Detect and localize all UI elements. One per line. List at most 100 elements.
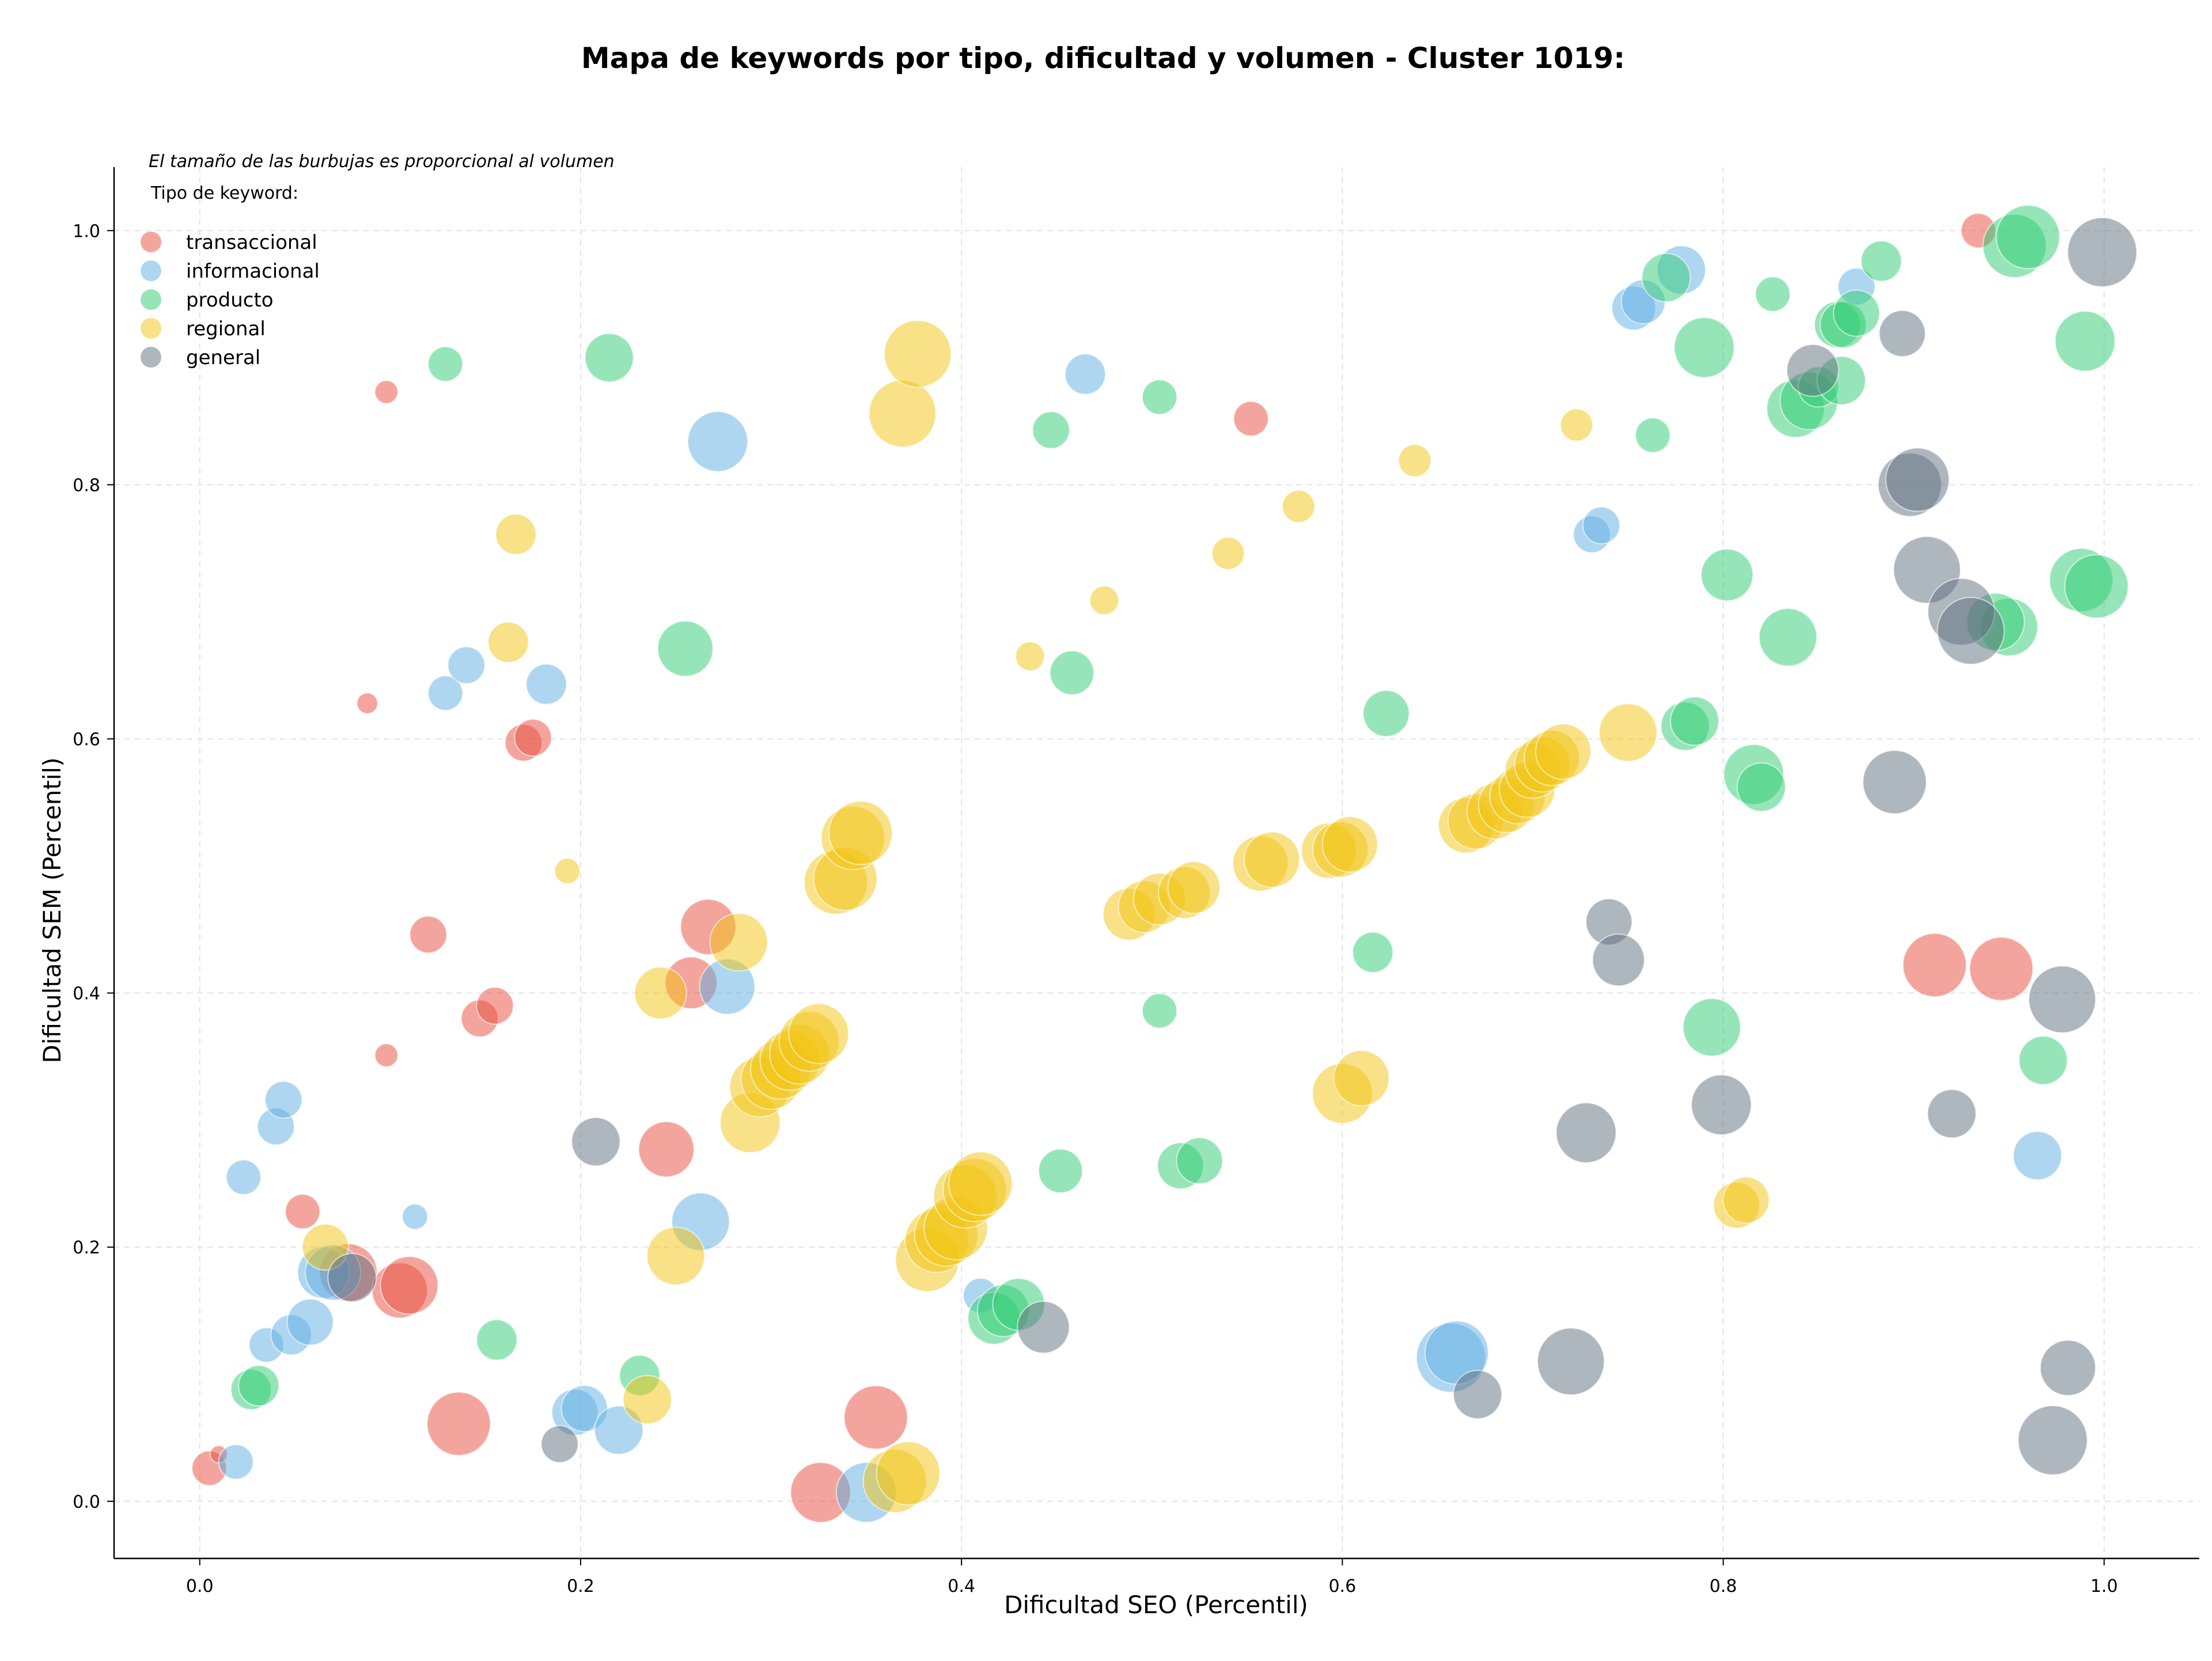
bubble-regional — [948, 1151, 1013, 1216]
bubble-transaccional — [1969, 936, 2034, 1001]
bubble-producto — [1141, 379, 1177, 415]
bubble-informacional — [2012, 1130, 2062, 1181]
bubble-transaccional — [380, 1255, 439, 1315]
bubble-transaccional — [374, 380, 399, 404]
bubble-regional — [634, 966, 687, 1020]
bubble-regional — [828, 800, 893, 865]
bubble-producto — [1032, 411, 1070, 449]
bubble-producto — [1362, 690, 1410, 737]
bubble-producto — [1352, 931, 1394, 973]
bubble-general — [1691, 1074, 1752, 1136]
legend: El tamaño de las burbujas es proporciona… — [141, 152, 615, 369]
bubble-regional — [1321, 816, 1378, 873]
bubble-producto — [1141, 993, 1177, 1029]
bubble-regional — [868, 379, 937, 448]
axes — [107, 167, 2199, 1565]
bubble-producto — [1860, 240, 1902, 282]
bubble-informacional — [427, 675, 464, 712]
y-tick-label: 1.0 — [73, 221, 100, 241]
y-tick-label: 0.8 — [73, 475, 100, 495]
bubble-general — [1017, 1300, 1070, 1354]
bubble-transaccional — [1902, 933, 1967, 998]
bubble-regional — [1244, 831, 1301, 888]
bubble-regional — [1333, 1050, 1390, 1107]
bubble-general — [1927, 1089, 1977, 1139]
data-points — [191, 205, 2138, 1523]
x-tick-label: 1.0 — [2090, 1576, 2118, 1596]
legend-size-note: El tamaño de las burbujas es proporciona… — [149, 152, 615, 172]
bubble-producto — [1736, 762, 1786, 812]
bubble-producto — [476, 1319, 518, 1361]
bubble-informacional — [402, 1203, 429, 1230]
bubble-producto — [1832, 289, 1880, 337]
bubble-transaccional — [409, 915, 448, 954]
bubble-producto — [1641, 252, 1691, 302]
bubble-general — [327, 1253, 377, 1303]
bubble-regional — [1722, 1176, 1770, 1224]
bubble-producto — [1700, 548, 1754, 601]
bubble-transaccional — [476, 986, 514, 1025]
bubble-general — [540, 1425, 579, 1463]
bubble-regional — [884, 320, 952, 388]
bubble-producto — [427, 346, 464, 382]
x-tick-label: 0.4 — [948, 1576, 975, 1596]
series-regional — [301, 320, 1770, 1514]
bubble-regional — [622, 1375, 672, 1425]
y-axis-label: Dificultad SEM (Percentil) — [38, 758, 66, 1064]
bubble-informacional — [286, 1298, 334, 1346]
bubble-regional — [1559, 408, 1593, 442]
bubble-regional — [1015, 641, 1046, 672]
bubble-producto — [238, 1365, 280, 1407]
series-producto — [230, 205, 2129, 1410]
bubble-producto — [1038, 1148, 1084, 1194]
bubble-informacional — [687, 411, 748, 472]
legend-label-regional: regional — [186, 317, 266, 340]
bubble-general — [1937, 597, 2005, 665]
grid-lines — [114, 167, 2199, 1558]
x-axis-label: Dificultad SEO (Percentil) — [1004, 1591, 1308, 1619]
y-tick-label: 0.4 — [73, 984, 100, 1004]
legend-label-general: general — [186, 346, 260, 369]
bubble-general — [1885, 447, 1950, 512]
bubble-producto — [2064, 554, 2129, 619]
bubble-producto — [1995, 205, 2061, 270]
bubble-general — [2039, 1340, 2096, 1397]
bubble-producto — [1673, 317, 1735, 379]
bubble-regional — [1535, 723, 1592, 780]
legend-marker-transaccional — [141, 232, 161, 252]
bubble-producto — [1755, 276, 1791, 312]
y-tick-label: 0.2 — [73, 1238, 100, 1258]
bubble-regional — [1211, 536, 1245, 570]
legend-marker-general — [141, 347, 161, 368]
bubble-general — [571, 1117, 621, 1167]
bubble-general — [1537, 1327, 1605, 1396]
bubble-producto — [1049, 650, 1094, 695]
bubble-producto — [2054, 311, 2116, 372]
legend-entries: transaccional informacional producto region… — [141, 231, 320, 369]
bubble-transaccional — [356, 692, 378, 714]
bubble-producto — [1176, 1137, 1224, 1185]
series-transaccional — [191, 213, 2034, 1523]
legend-title: Tipo de keyword: — [150, 183, 298, 203]
bubble-producto — [2018, 1035, 2068, 1085]
x-tick-label: 0.2 — [567, 1576, 594, 1596]
bubble-regional — [495, 513, 537, 555]
bubble-transaccional — [638, 1121, 695, 1178]
bubble-informacional — [225, 1159, 262, 1195]
chart-title: Mapa de keywords por tipo, dificultad y … — [581, 41, 1625, 75]
bubble-regional — [1167, 861, 1221, 914]
bubble-regional — [876, 1441, 941, 1506]
bubble-transaccional — [426, 1391, 491, 1456]
bubble-producto — [1758, 608, 1817, 667]
bubble-general — [2028, 965, 2096, 1034]
bubble-regional — [709, 913, 768, 972]
bubble-regional — [1282, 489, 1316, 523]
bubble-producto — [584, 332, 634, 383]
legend-marker-producto — [141, 289, 161, 310]
bubble-informacional — [1065, 353, 1107, 395]
bubble-regional — [1089, 585, 1120, 616]
bubble-regional — [1599, 703, 1658, 762]
bubble-producto — [1669, 696, 1719, 746]
legend-label-informacional: informacional — [186, 260, 320, 283]
